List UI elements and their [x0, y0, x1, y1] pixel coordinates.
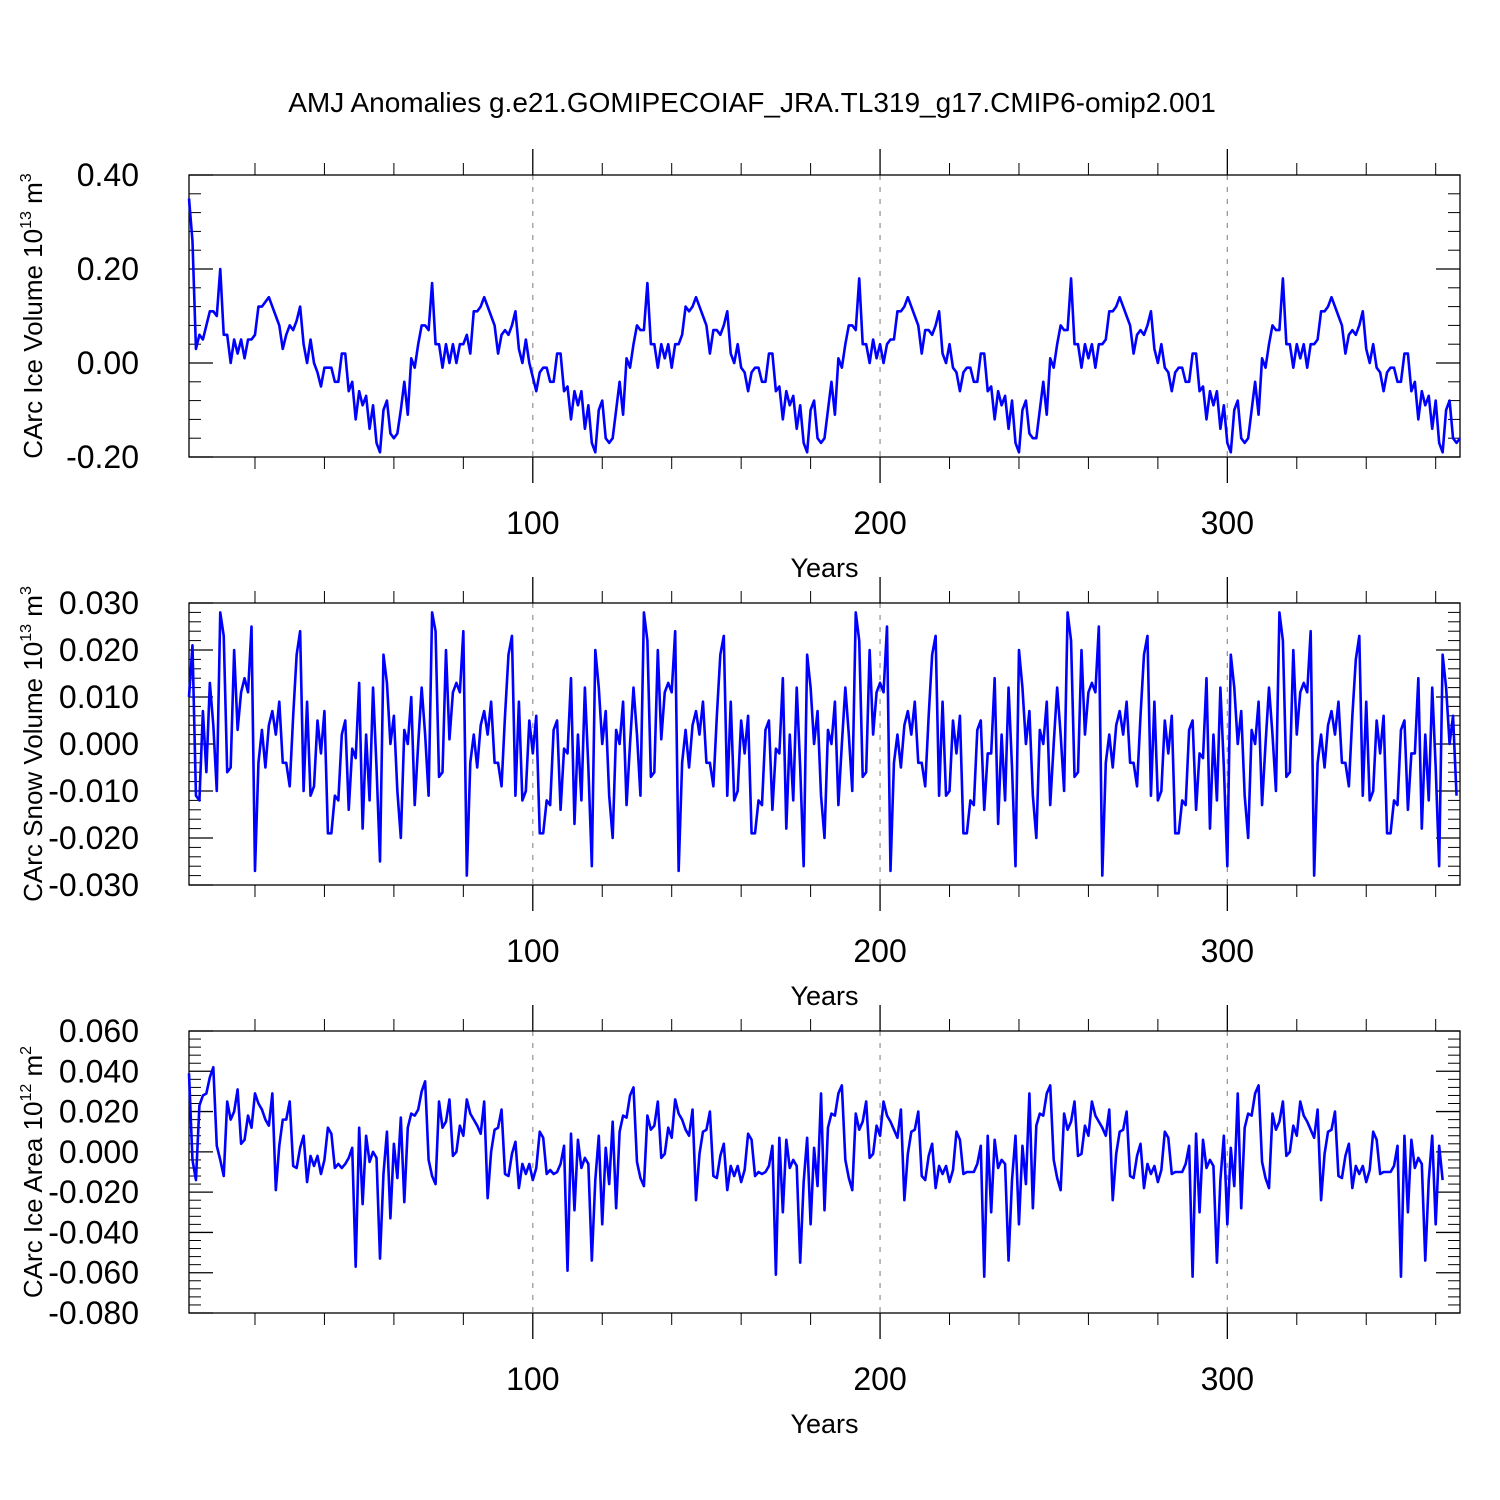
x-axis-title: Years: [790, 1409, 858, 1439]
y-axis-title-exponent: 13: [18, 211, 35, 229]
y-axis-title-main: CArc Snow Volume 10: [18, 642, 48, 902]
y-tick-label: 0.020: [59, 632, 139, 668]
y-axis-title-exponent: 13: [18, 624, 35, 642]
y-tick-label: 0.20: [77, 251, 139, 287]
panel-1: 100 200 300 Years -0.20 0.00 0.20 0.40 CArc Ice …: [18, 149, 1462, 583]
series-line: [187, 1065, 1444, 1279]
x-tick-label: 100: [506, 505, 559, 541]
y-tick-label: -0.020: [48, 820, 139, 856]
y-axis-title-exponent: 12: [18, 1084, 35, 1102]
y-tick-label: -0.030: [48, 867, 139, 903]
y-tick-label: 0.030: [59, 585, 139, 621]
y-axis-title-main: CArc Ice Volume 10: [18, 229, 48, 459]
y-tick-label: -0.040: [48, 1214, 139, 1250]
x-axis-title: Years: [790, 553, 858, 583]
y-tick-label: -0.060: [48, 1255, 139, 1291]
y-tick-label: 0.040: [59, 1053, 139, 1089]
plot-frame: [188, 174, 1461, 458]
y-axis-title-unit: m: [18, 1055, 48, 1084]
x-tick-label: 300: [1201, 933, 1254, 969]
y-tick-label: -0.20: [66, 439, 139, 475]
plot-frame: [188, 1030, 1461, 1314]
y-axis-title-unit-exponent: 2: [18, 1046, 35, 1055]
x-tick-label: 100: [506, 1361, 559, 1397]
y-axis-title: CArc Ice Volume 1013 m3: [18, 173, 48, 458]
y-axis-title-unit-exponent: 3: [18, 586, 35, 595]
x-tick-label: 200: [853, 1361, 906, 1397]
y-tick-label: 0.060: [59, 1013, 139, 1049]
x-tick-label: 200: [853, 933, 906, 969]
y-tick-label: 0.010: [59, 679, 139, 715]
panel-3: 100 200 300 Years -0.080 -0.060 -0.040 -0.020 0.…: [18, 1005, 1461, 1439]
y-tick-label: -0.020: [48, 1174, 139, 1210]
x-tick-label: 300: [1201, 505, 1254, 541]
series-line: [187, 611, 1458, 877]
y-tick-label: 0.40: [77, 157, 139, 193]
y-axis-title-unit: m: [18, 182, 48, 211]
y-axis-title: CArc Snow Volume 1013 m3: [18, 586, 48, 902]
y-tick-label: 0.000: [59, 726, 139, 762]
y-tick-label: 0.020: [59, 1094, 139, 1130]
panel-2: 100 200 300 Years -0.030 -0.020 -0.010 0.000 0.0…: [18, 577, 1461, 1011]
y-axis-title: CArc Ice Area 1012 m2: [18, 1046, 48, 1298]
panels: 100 200 300 Years -0.20 0.00 0.20 0.40 CArc Ice …: [18, 149, 1462, 1439]
y-tick-label: -0.080: [48, 1295, 139, 1331]
y-axis-title-main: CArc Ice Area 10: [18, 1102, 48, 1299]
y-axis-title-unit-exponent: 3: [18, 173, 35, 182]
y-tick-label: -0.010: [48, 773, 139, 809]
x-axis-title: Years: [790, 981, 858, 1011]
y-tick-label: 0.00: [77, 345, 139, 381]
series-line: [187, 198, 1462, 454]
y-axis-title-unit: m: [18, 595, 48, 624]
x-tick-label: 100: [506, 933, 559, 969]
chart-title: AMJ Anomalies g.e21.GOMIPECOIAF_JRA.TL31…: [288, 87, 1216, 118]
x-tick-label: 300: [1201, 1361, 1254, 1397]
y-tick-label: 0.000: [59, 1134, 139, 1170]
x-tick-label: 200: [853, 505, 906, 541]
